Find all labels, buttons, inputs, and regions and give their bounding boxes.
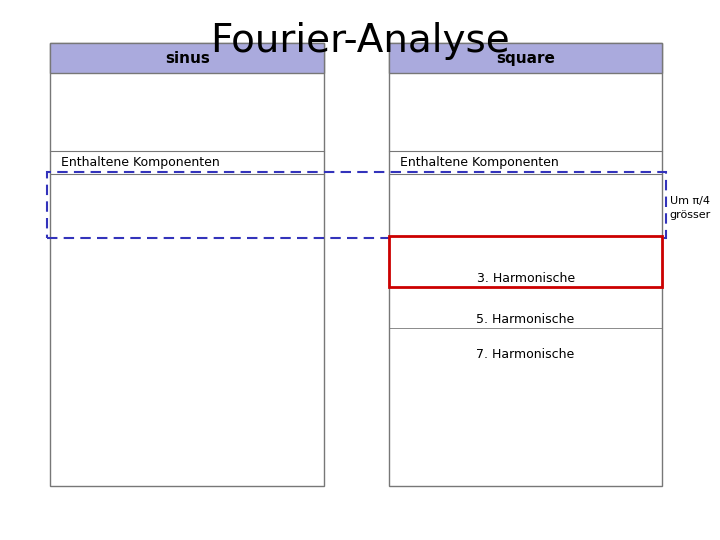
- Text: Um π/4: Um π/4: [670, 195, 710, 206]
- Text: 2π: 2π: [189, 132, 202, 141]
- Text: sinus: sinus: [165, 51, 210, 65]
- Text: 7. Harmonische: 7. Harmonische: [477, 348, 575, 361]
- Text: square: square: [496, 51, 555, 65]
- Text: grösser: grösser: [670, 210, 711, 220]
- Text: Fundamentale: Fundamentale: [481, 239, 570, 252]
- Text: 3. Harmonische: 3. Harmonische: [477, 272, 575, 285]
- Text: 2π: 2π: [528, 132, 540, 141]
- Text: Fourier-Analyse: Fourier-Analyse: [210, 22, 510, 59]
- Text: Enthaltene Komponenten: Enthaltene Komponenten: [400, 156, 558, 169]
- Text: Enthaltene Komponenten: Enthaltene Komponenten: [61, 156, 220, 169]
- Text: 5. Harmonische: 5. Harmonische: [477, 313, 575, 326]
